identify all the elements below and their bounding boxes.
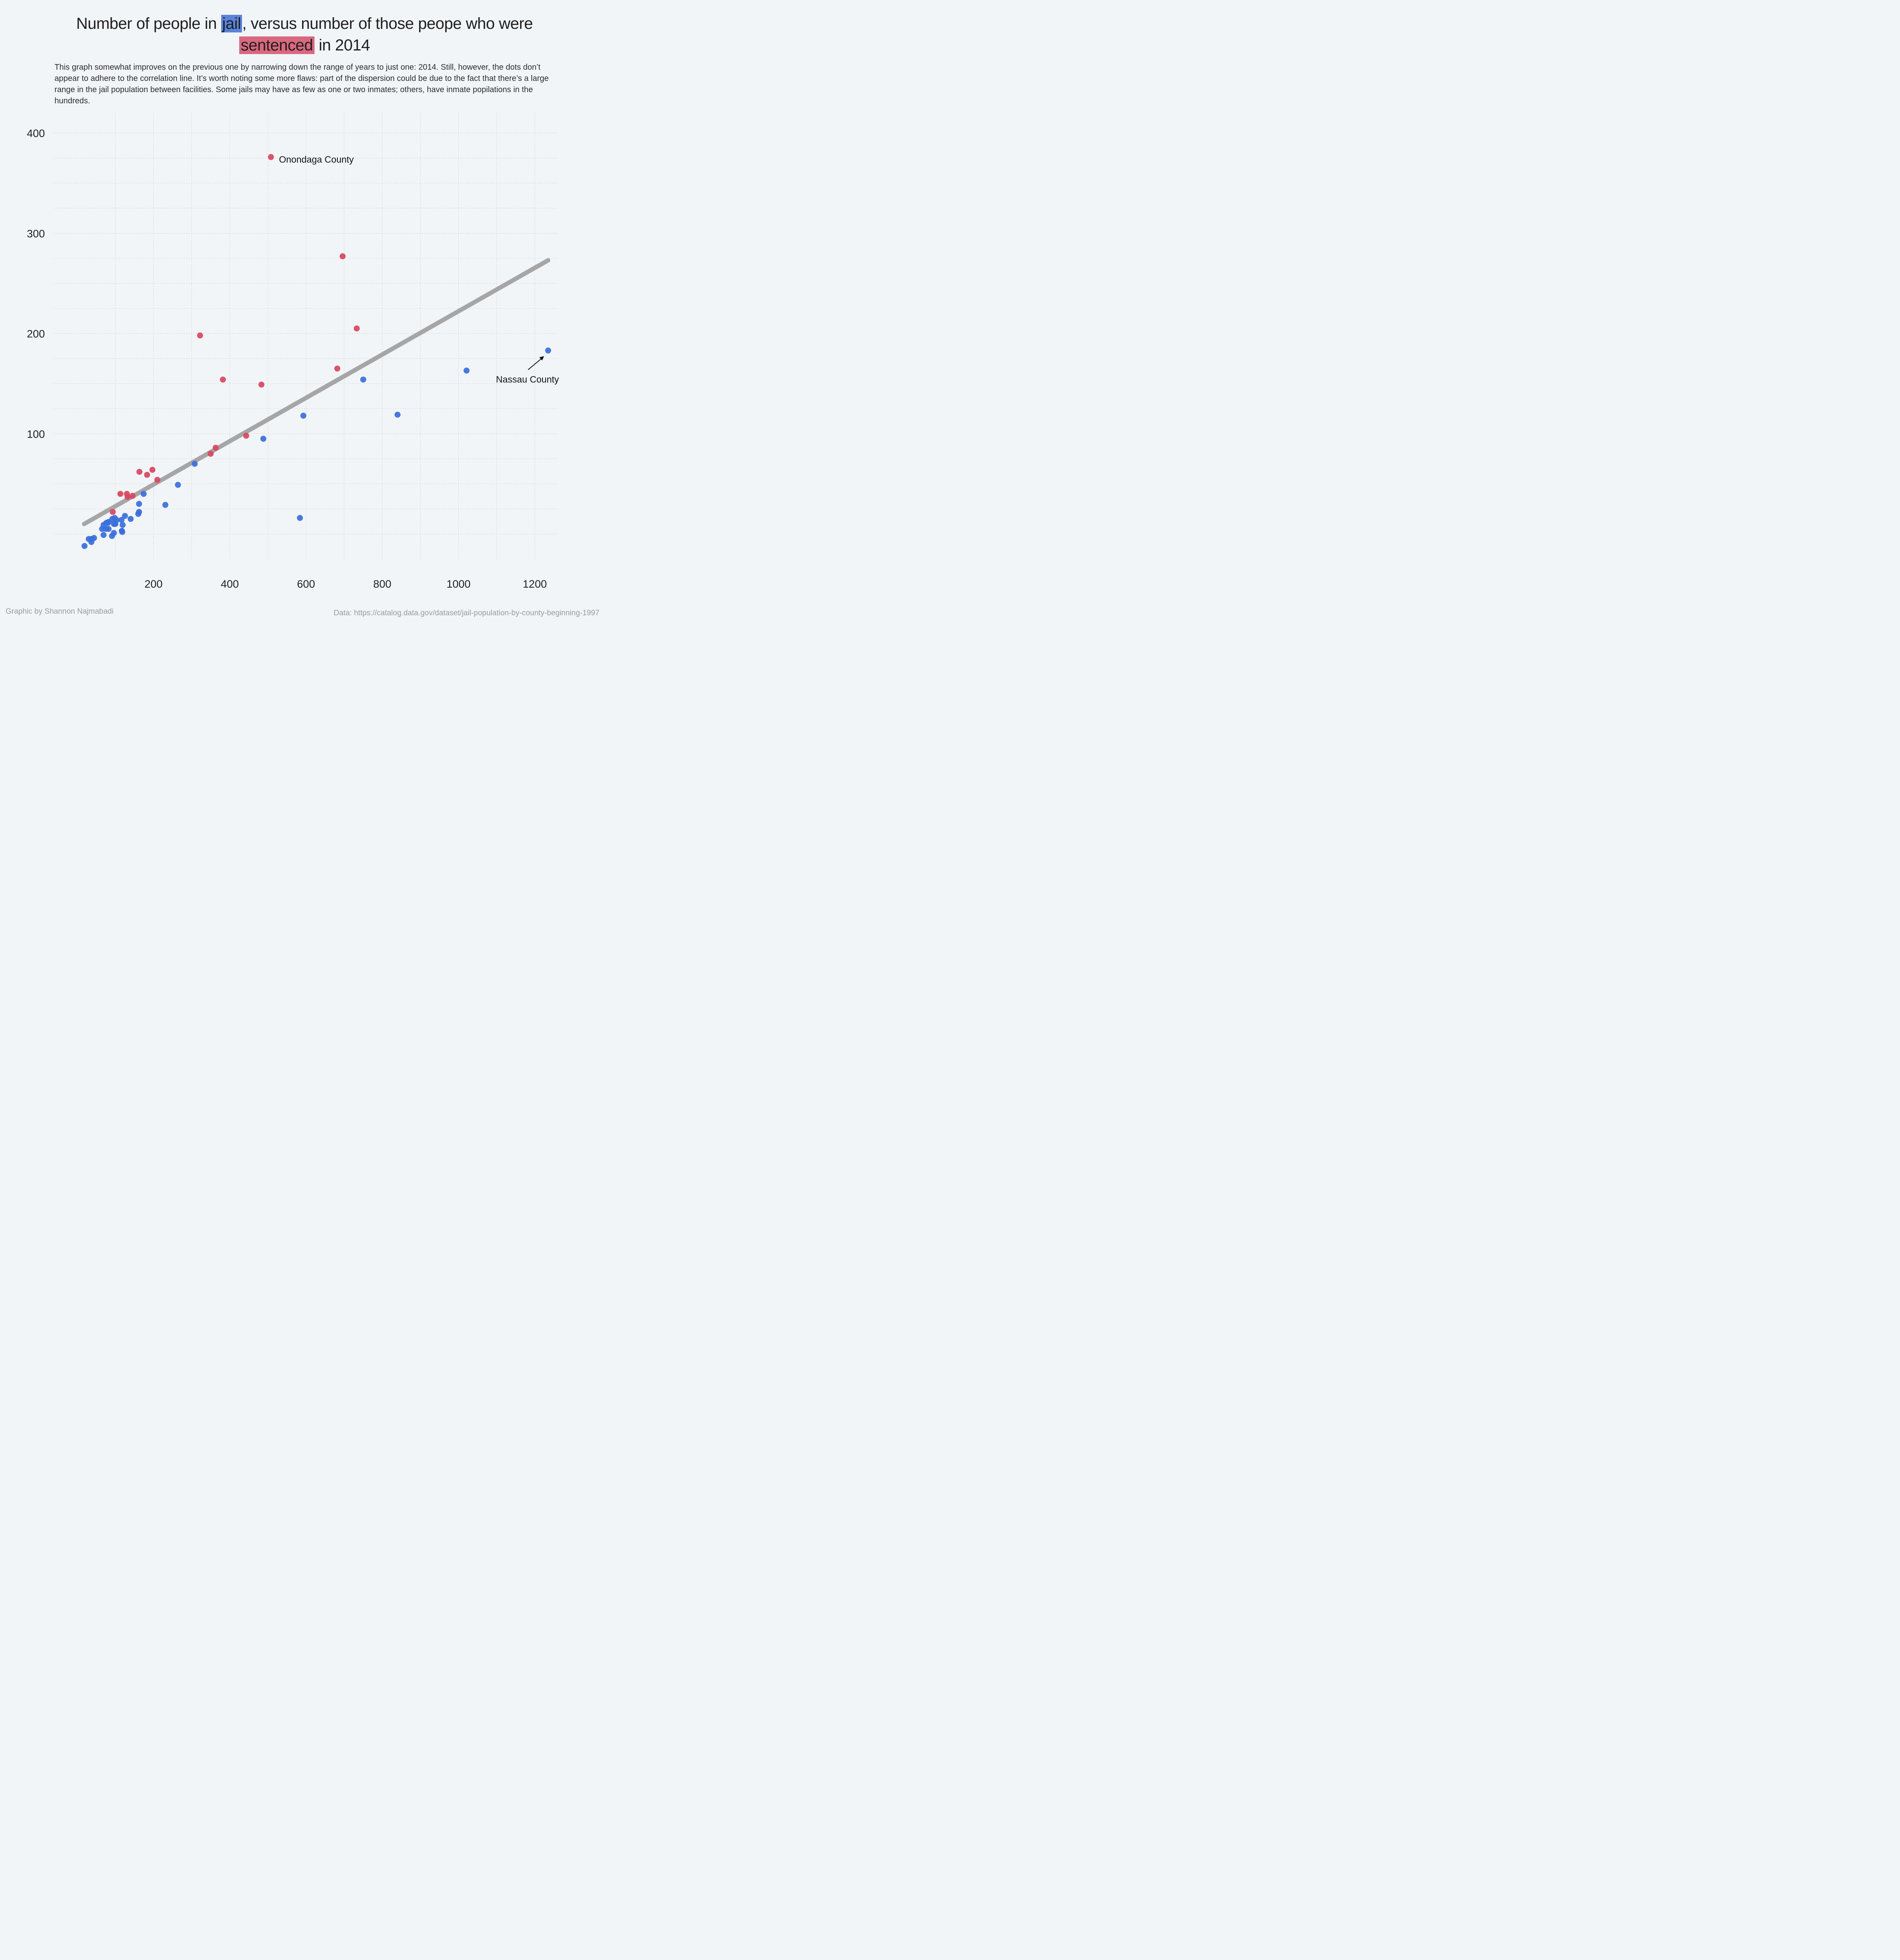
annotation-arrow-line bbox=[528, 357, 543, 370]
jail-point bbox=[105, 526, 112, 532]
jail-point bbox=[111, 530, 117, 536]
x-tick-label: 600 bbox=[297, 578, 315, 590]
x-tick-label: 200 bbox=[145, 578, 163, 590]
sentenced-point bbox=[339, 253, 346, 260]
sentenced-point bbox=[129, 493, 136, 499]
jail-point bbox=[300, 413, 307, 419]
jail-point bbox=[136, 509, 142, 515]
jail-point bbox=[162, 502, 169, 508]
sentenced-point bbox=[243, 433, 249, 439]
sentenced-point bbox=[212, 445, 219, 451]
sentenced-point bbox=[109, 509, 116, 515]
sentenced-point bbox=[334, 365, 341, 372]
jail-point bbox=[140, 491, 147, 497]
sentenced-point bbox=[149, 467, 155, 473]
jail-point bbox=[545, 347, 551, 354]
sentenced-point bbox=[268, 154, 274, 160]
sentenced-point bbox=[154, 477, 161, 483]
jail-point bbox=[118, 517, 125, 523]
sentenced-point bbox=[208, 451, 214, 457]
jail-point bbox=[101, 532, 107, 538]
y-tick-label: 400 bbox=[27, 127, 45, 139]
title-part-2: , versus number of those peope who were bbox=[242, 15, 533, 32]
title-part-3: in 2014 bbox=[314, 36, 370, 54]
trend-line bbox=[82, 258, 551, 526]
jail-point bbox=[192, 461, 198, 467]
sentenced-point bbox=[258, 381, 264, 388]
jail-point bbox=[360, 377, 367, 383]
data-source: Data: https://catalog.data.gov/dataset/j… bbox=[333, 609, 599, 617]
jail-point bbox=[113, 517, 120, 523]
annotation-nassau-county: Nassau County bbox=[496, 374, 559, 385]
jail-point bbox=[175, 481, 181, 488]
jail-point bbox=[127, 516, 134, 522]
y-tick-label: 200 bbox=[27, 328, 45, 340]
sentenced-point bbox=[144, 471, 150, 478]
annotations: Onondaga County Nassau County bbox=[279, 154, 559, 385]
sentenced-point bbox=[136, 469, 143, 475]
x-tick-label: 1000 bbox=[446, 578, 470, 590]
jail-point bbox=[297, 515, 303, 521]
chart-subtitle: This graph somewhat improves on the prev… bbox=[54, 63, 549, 105]
y-tick-label: 100 bbox=[27, 428, 45, 440]
jail-point bbox=[136, 501, 142, 507]
annotation-arrow-head bbox=[539, 356, 544, 361]
jail-point bbox=[119, 522, 126, 528]
sentenced-point bbox=[353, 325, 360, 332]
sentenced-point bbox=[124, 494, 131, 500]
graphic-credit: Graphic by Shannon Najmabadi bbox=[6, 607, 114, 616]
trend-line-group bbox=[82, 258, 551, 526]
title-highlight-sentenced: sentenced bbox=[239, 36, 315, 54]
grid-lines bbox=[54, 113, 559, 559]
jail-point bbox=[119, 529, 125, 535]
jail-point bbox=[463, 367, 470, 374]
jail-point bbox=[91, 535, 97, 541]
title-highlight-jail: jail bbox=[221, 15, 242, 32]
y-axis-ticks: 100 200 300 400 bbox=[27, 127, 45, 440]
jail-point bbox=[260, 435, 266, 442]
chart-title: Number of people in jail, versus number … bbox=[0, 13, 609, 56]
x-tick-label: 400 bbox=[221, 578, 239, 590]
jail-point bbox=[81, 543, 88, 549]
x-tick-label: 800 bbox=[373, 578, 391, 590]
jail-point bbox=[394, 411, 401, 418]
x-tick-label: 1200 bbox=[523, 578, 547, 590]
jail-point bbox=[122, 513, 128, 519]
sentenced-point bbox=[220, 377, 226, 383]
y-tick-label: 300 bbox=[27, 228, 45, 240]
title-part-1: Number of people in bbox=[76, 15, 221, 32]
sentenced-point bbox=[117, 491, 123, 497]
x-axis-ticks: 200 400 600 800 1000 1200 bbox=[145, 578, 547, 590]
scatter-plot: 100 200 300 400 200 400 600 800 1000 1200 Ononda… bbox=[27, 113, 559, 590]
data-points bbox=[81, 154, 551, 549]
annotation-onondaga-county: Onondaga County bbox=[279, 154, 354, 165]
sentenced-point bbox=[197, 332, 203, 339]
